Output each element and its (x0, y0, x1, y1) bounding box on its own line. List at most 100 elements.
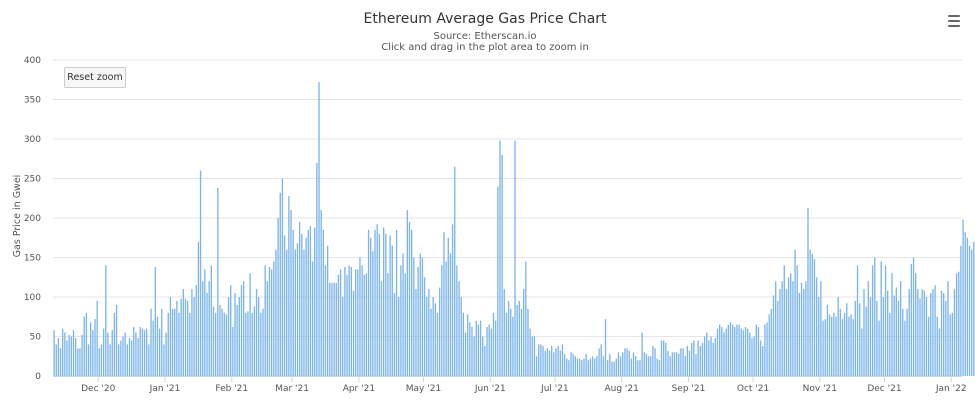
bar[interactable] (92, 330, 94, 376)
bar[interactable] (787, 277, 790, 376)
bar[interactable] (667, 350, 669, 376)
bar[interactable] (143, 330, 146, 376)
bar[interactable] (109, 344, 111, 376)
bar[interactable] (938, 328, 941, 376)
bar[interactable] (719, 324, 721, 376)
bar[interactable] (217, 187, 219, 376)
bar[interactable] (893, 295, 895, 376)
bar[interactable] (514, 140, 516, 376)
bar[interactable] (708, 340, 710, 376)
bar[interactable] (574, 356, 577, 376)
bar[interactable] (815, 277, 818, 376)
bar-series[interactable] (53, 82, 975, 377)
bar[interactable] (772, 295, 775, 376)
bar[interactable] (255, 289, 258, 376)
bar[interactable] (770, 308, 773, 376)
bar[interactable] (563, 353, 566, 376)
bar[interactable] (721, 327, 723, 376)
bar[interactable] (712, 342, 714, 376)
bar[interactable] (861, 328, 863, 376)
bar[interactable] (779, 289, 781, 376)
bar[interactable] (910, 263, 913, 376)
bar[interactable] (182, 289, 184, 376)
reset-zoom-button[interactable]: Reset zoom (64, 67, 126, 88)
bar[interactable] (734, 327, 736, 376)
bar[interactable] (426, 297, 428, 376)
bar[interactable] (111, 330, 113, 376)
bar[interactable] (393, 293, 396, 376)
bar[interactable] (798, 293, 801, 376)
bar[interactable] (466, 314, 469, 376)
bar[interactable] (716, 328, 719, 376)
bar[interactable] (288, 195, 290, 376)
bar[interactable] (137, 338, 139, 376)
bar[interactable] (630, 358, 633, 376)
bar[interactable] (968, 245, 971, 376)
bar[interactable] (822, 320, 824, 376)
bar[interactable] (490, 328, 493, 376)
bar[interactable] (359, 257, 361, 377)
bar[interactable] (805, 281, 807, 376)
bar[interactable] (165, 332, 167, 376)
bar[interactable] (451, 224, 454, 376)
bar[interactable] (520, 308, 523, 376)
bar[interactable] (344, 266, 346, 376)
bar[interactable] (503, 289, 505, 376)
bar[interactable] (740, 328, 742, 376)
bar[interactable] (402, 253, 404, 376)
bar[interactable] (314, 227, 316, 376)
bar[interactable] (286, 249, 288, 376)
bar[interactable] (669, 356, 671, 376)
bar[interactable] (311, 261, 314, 376)
bar[interactable] (281, 178, 284, 377)
bar[interactable] (232, 327, 234, 376)
bar[interactable] (738, 324, 740, 376)
bar[interactable] (382, 227, 385, 376)
bar[interactable] (479, 320, 482, 376)
bar[interactable] (792, 281, 794, 376)
bar[interactable] (432, 297, 434, 376)
bar[interactable] (242, 281, 245, 376)
bar[interactable] (277, 218, 279, 376)
bar[interactable] (731, 324, 734, 376)
bar[interactable] (878, 320, 880, 376)
bar[interactable] (210, 265, 212, 376)
bar[interactable] (59, 348, 62, 376)
bar[interactable] (535, 356, 538, 376)
bar[interactable] (107, 332, 109, 376)
bar[interactable] (673, 352, 676, 376)
bar[interactable] (863, 289, 865, 376)
bar[interactable] (768, 314, 770, 376)
bar[interactable] (501, 154, 503, 376)
bar[interactable] (171, 308, 174, 376)
bar[interactable] (598, 348, 600, 376)
bar[interactable] (557, 345, 559, 376)
bar[interactable] (529, 328, 531, 376)
bar[interactable] (682, 348, 684, 376)
bar[interactable] (163, 344, 165, 376)
bar[interactable] (195, 285, 197, 376)
bar[interactable] (624, 348, 626, 376)
bar[interactable] (684, 356, 686, 376)
bar[interactable] (417, 266, 419, 376)
bar[interactable] (499, 140, 501, 376)
bar[interactable] (880, 261, 882, 376)
bar[interactable] (473, 336, 475, 377)
bar[interactable] (656, 358, 658, 376)
bar[interactable] (818, 297, 820, 376)
bar[interactable] (714, 338, 717, 376)
bar[interactable] (290, 210, 292, 376)
bar[interactable] (895, 287, 897, 376)
bar[interactable] (486, 327, 488, 376)
bar[interactable] (546, 348, 549, 376)
bar[interactable] (925, 297, 928, 376)
bar[interactable] (415, 289, 417, 376)
bar[interactable] (703, 336, 706, 377)
bar[interactable] (266, 281, 268, 376)
bar[interactable] (81, 334, 83, 376)
bar[interactable] (305, 237, 307, 376)
bar[interactable] (102, 328, 105, 376)
bar[interactable] (671, 352, 673, 376)
bar[interactable] (964, 232, 966, 376)
